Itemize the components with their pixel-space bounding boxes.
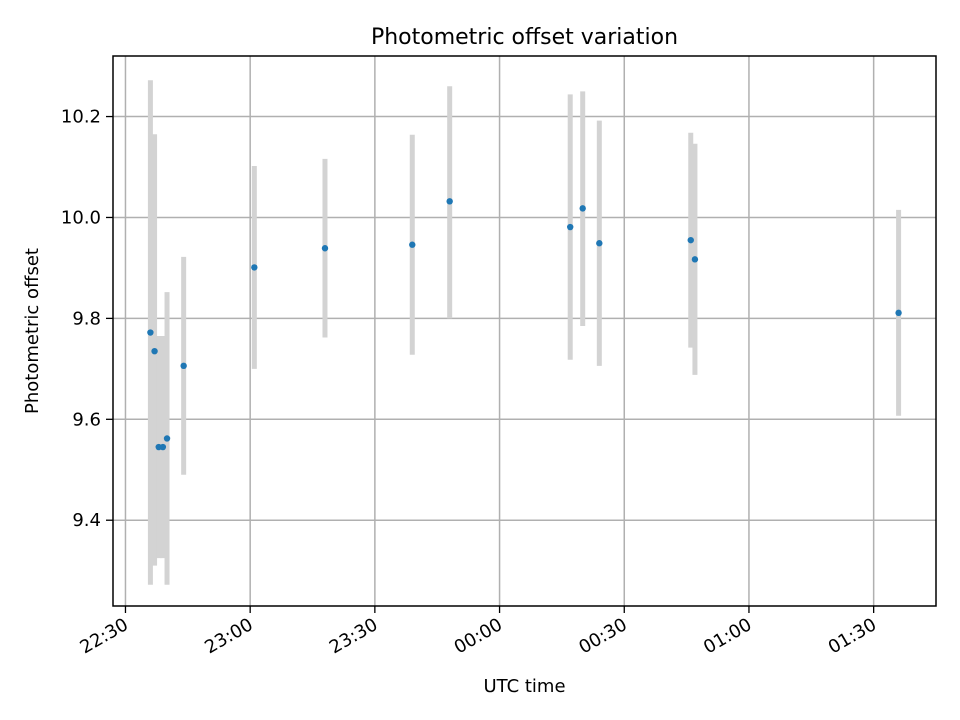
x-axis-label: UTC time <box>483 676 565 697</box>
data-point <box>151 347 158 355</box>
data-point <box>446 198 453 205</box>
y-tick-label: 9.4 <box>72 510 101 531</box>
chart-title: Photometric offset variation <box>371 25 678 50</box>
data-point <box>687 236 694 244</box>
y-tick-label: 9.6 <box>72 409 101 430</box>
plot-frame <box>112 55 937 607</box>
data-point <box>159 443 167 451</box>
y-tick-label: 9.8 <box>72 308 101 329</box>
data-point <box>567 223 574 231</box>
data-point <box>163 435 171 442</box>
data-point <box>180 362 187 370</box>
data-points <box>147 198 902 451</box>
data-point <box>147 329 154 336</box>
y-tick-label: 10.0 <box>61 207 101 228</box>
data-point <box>895 309 902 317</box>
y-axis-label: Photometric offset <box>22 248 43 414</box>
data-point <box>691 256 699 263</box>
y-axis-ticks: 9.4 9.6 9.8 10.0 10.2 <box>61 107 113 531</box>
data-point <box>251 264 258 271</box>
data-point <box>579 205 586 212</box>
grid-lines <box>113 56 936 606</box>
data-point <box>596 240 603 247</box>
y-tick-label: 10.2 <box>61 107 101 128</box>
data-point <box>321 245 329 252</box>
data-point <box>409 241 416 248</box>
